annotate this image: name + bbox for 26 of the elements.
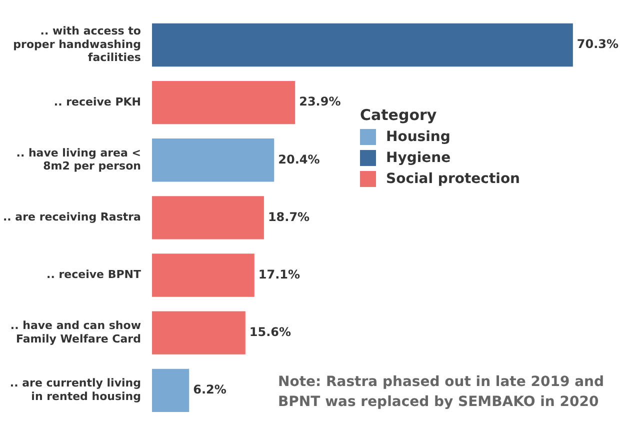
data-label: 20.4% [278,152,320,166]
legend-label: Social protection [386,171,520,187]
y-tick-label: .. have and can show Family Welfare Card [10,319,141,346]
y-tick-label: .. are currently living in rented housing [10,376,141,403]
y-tick-label: .. are receiving Rastra [3,210,141,224]
legend-label: Hygiene [386,150,451,166]
y-tick-label: .. have living area < 8m2 per person [16,146,141,173]
y-tick-label: .. receive BPNT [46,268,142,282]
data-label: 70.3% [576,37,619,52]
bar [152,196,264,240]
data-label: 23.9% [299,94,341,109]
legend-title: Category [360,106,438,124]
bar [152,80,296,124]
data-label: 18.7% [268,210,310,224]
legend-label: Housing [386,129,450,145]
bar [152,138,274,182]
data-label: 17.1% [258,267,300,282]
data-label: 6.2% [193,382,226,397]
y-tick-label: .. receive PKH [54,95,141,108]
bar [152,368,190,412]
bar [152,254,254,297]
y-tick-label: .. with access to proper handwashing facilities [13,24,142,64]
bar [152,23,573,67]
bar [152,311,246,354]
data-label: 15.6% [249,324,292,339]
annotation: Note: Rastra phased out in late 2019 and BPNT was replaced by SEMBAKO in 2020 [278,373,606,412]
